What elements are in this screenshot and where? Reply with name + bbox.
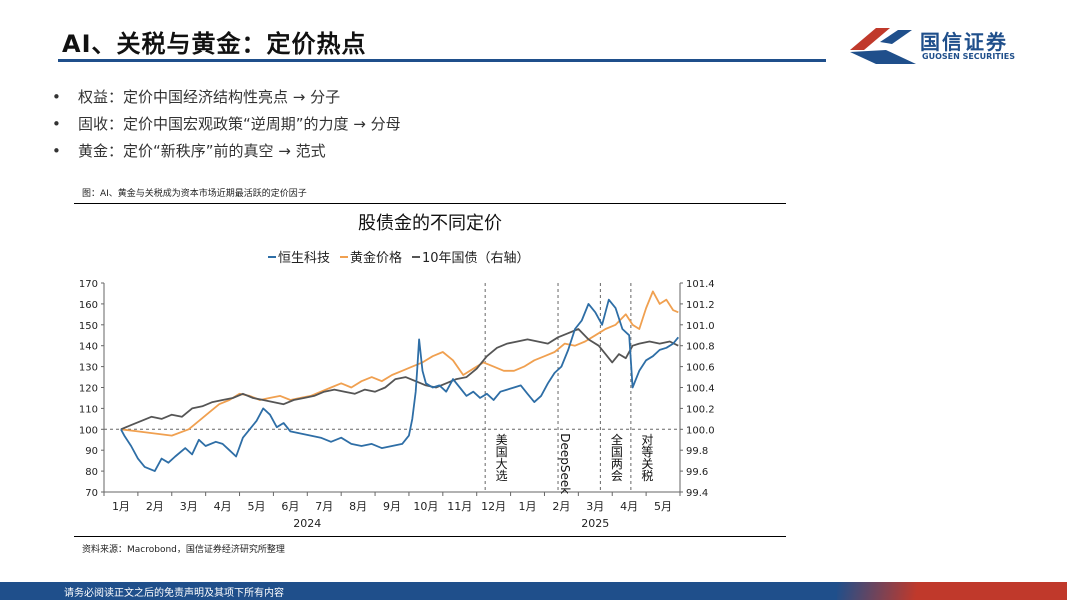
x-tick-label: 1月: [519, 500, 537, 513]
y-tick-label-right: 100.4: [686, 384, 715, 395]
x-tick-label: 4月: [214, 500, 232, 513]
bullet-dot: •: [52, 115, 61, 133]
bullet-dot: •: [52, 88, 61, 106]
bullet-dot: •: [52, 142, 61, 160]
x-tick-label: 9月: [383, 500, 401, 513]
x-tick-label: 2月: [146, 500, 164, 513]
y-tick-label-right: 101.0: [686, 321, 715, 332]
event-label: 对等关税: [640, 433, 654, 482]
bullet-text: 黄金：定价“新秩序”前的真空 → 范式: [78, 142, 326, 160]
y-tick-label-right: 100.2: [686, 404, 715, 415]
y-tick-label-right: 100.0: [686, 425, 715, 436]
x-year-label: 2024: [293, 517, 321, 530]
logo-mark-icon: [850, 28, 916, 64]
y-tick-label-left: 80: [85, 467, 98, 478]
logo-text-cn: 国信证券: [920, 30, 1008, 54]
x-tick-label: 3月: [180, 500, 198, 513]
footer-bar: 请务必阅读正文之后的免责声明及其项下所有内容: [0, 582, 1067, 600]
bullet-text: 权益：定价中国经济结构性亮点 → 分子: [78, 88, 341, 106]
figure-top-rule: [74, 203, 786, 204]
y-tick-label-right: 100.6: [686, 363, 715, 374]
x-tick-label: 8月: [349, 500, 367, 513]
y-tick-label-right: 100.8: [686, 342, 715, 353]
y-tick-label-right: 99.8: [686, 446, 708, 457]
x-tick-label: 11月: [447, 500, 472, 513]
x-tick-label: 7月: [315, 500, 333, 513]
x-tick-label: 4月: [620, 500, 638, 513]
legend-label: 恒生科技: [278, 251, 330, 266]
event-label: 全国两会: [609, 432, 623, 482]
figure-bottom-rule: [74, 536, 786, 537]
x-tick-label: 12月: [481, 500, 506, 513]
y-tick-label-right: 101.2: [686, 300, 715, 311]
x-tick-label: 1月: [112, 500, 130, 513]
y-tick-label-right: 99.6: [686, 467, 708, 478]
y-tick-label-right: 101.4: [686, 279, 715, 290]
chart-title: 股债金的不同定价: [358, 213, 502, 234]
y-tick-label-left: 100: [79, 425, 98, 436]
y-tick-label-left: 140: [79, 342, 98, 353]
event-label: DeepSeek: [558, 433, 572, 494]
y-tick-label-left: 70: [85, 488, 98, 499]
x-tick-label: 3月: [586, 500, 604, 513]
y-tick-label-right: 99.4: [686, 488, 708, 499]
y-tick-label-left: 130: [79, 363, 98, 374]
footer-disclaimer: 请务必阅读正文之后的免责声明及其项下所有内容: [64, 588, 284, 599]
event-label: 美国大选: [494, 433, 508, 482]
x-year-label: 2025: [581, 517, 609, 530]
figure-caption: 图：AI、黄金与关税成为资本市场近期最活跃的定价因子: [82, 189, 307, 199]
bullet-item: • 固收：定价中国宏观政策“逆周期”的力度 → 分母: [52, 113, 401, 140]
source-note: 资料来源：Macrobond，国信证券经济研究所整理: [82, 545, 285, 555]
series-line-bond: [120, 328, 679, 431]
y-tick-label-left: 110: [79, 404, 98, 415]
y-tick-label-left: 90: [85, 446, 98, 457]
y-tick-label-left: 160: [79, 300, 98, 311]
legend-label: 10年国债（右轴）: [422, 251, 530, 266]
title-underline: [58, 59, 826, 62]
x-tick-label: 2月: [552, 500, 570, 513]
legend-label: 黄金价格: [350, 250, 402, 266]
footer-accent: [837, 582, 1067, 600]
y-tick-label-left: 170: [79, 279, 98, 290]
page-title: AI、关税与黄金：定价热点: [62, 30, 367, 58]
x-tick-label: 10月: [413, 500, 438, 513]
bullet-item: • 黄金：定价“新秩序”前的真空 → 范式: [52, 140, 401, 167]
logo-text-en: GUOSEN SECURITIES: [922, 52, 1015, 61]
x-tick-label: 5月: [247, 500, 265, 513]
bullet-text: 固收：定价中国宏观政策“逆周期”的力度 → 分母: [78, 115, 401, 133]
x-tick-label: 6月: [281, 500, 299, 513]
y-tick-label-left: 150: [79, 321, 98, 332]
y-tick-label-left: 120: [79, 384, 98, 395]
brand-logo: 国信证券 GUOSEN SECURITIES: [846, 24, 1026, 68]
x-tick-label: 5月: [654, 500, 672, 513]
bullet-item: • 权益：定价中国经济结构性亮点 → 分子: [52, 86, 401, 113]
series-line-hstech: [120, 298, 679, 473]
bullet-list: • 权益：定价中国经济结构性亮点 → 分子 • 固收：定价中国宏观政策“逆周期”的力…: [52, 86, 401, 167]
